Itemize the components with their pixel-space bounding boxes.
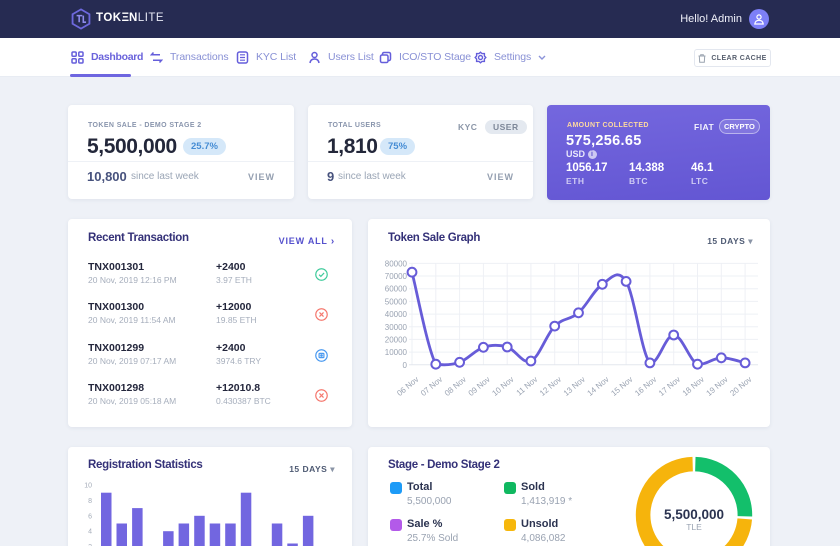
svg-text:16 Nov: 16 Nov — [633, 375, 658, 398]
svg-text:80000: 80000 — [385, 259, 408, 268]
svg-text:10 Nov: 10 Nov — [490, 375, 515, 398]
svg-text:60000: 60000 — [385, 285, 408, 294]
svg-text:14 Nov: 14 Nov — [586, 375, 611, 398]
svg-text:10: 10 — [84, 483, 92, 490]
svg-text:19 Nov: 19 Nov — [705, 375, 730, 398]
svg-text:09 Nov: 09 Nov — [467, 375, 492, 398]
svg-text:13 Nov: 13 Nov — [562, 375, 587, 398]
svg-text:30000: 30000 — [385, 323, 408, 332]
svg-text:20000: 20000 — [385, 335, 408, 344]
svg-text:12 Nov: 12 Nov — [538, 375, 563, 398]
svg-text:4: 4 — [88, 529, 92, 536]
svg-text:6: 6 — [88, 513, 92, 520]
svg-text:11 Nov: 11 Nov — [515, 375, 540, 398]
svg-text:06 Nov: 06 Nov — [395, 375, 420, 398]
svg-text:10000: 10000 — [385, 348, 408, 357]
svg-text:70000: 70000 — [385, 272, 408, 281]
svg-text:8: 8 — [88, 498, 92, 505]
svg-text:15 Nov: 15 Nov — [609, 375, 634, 398]
svg-text:40000: 40000 — [385, 310, 408, 319]
svg-text:07 Nov: 07 Nov — [419, 375, 444, 398]
svg-text:2: 2 — [88, 544, 92, 546]
svg-text:50000: 50000 — [385, 297, 408, 306]
svg-text:08 Nov: 08 Nov — [443, 375, 468, 398]
svg-text:17 Nov: 17 Nov — [657, 375, 682, 398]
svg-text:TLE: TLE — [686, 522, 702, 532]
svg-text:20 Nov: 20 Nov — [728, 375, 753, 398]
svg-text:0: 0 — [403, 361, 408, 370]
svg-text:5,500,000: 5,500,000 — [664, 507, 724, 522]
svg-text:18 Nov: 18 Nov — [681, 375, 706, 398]
